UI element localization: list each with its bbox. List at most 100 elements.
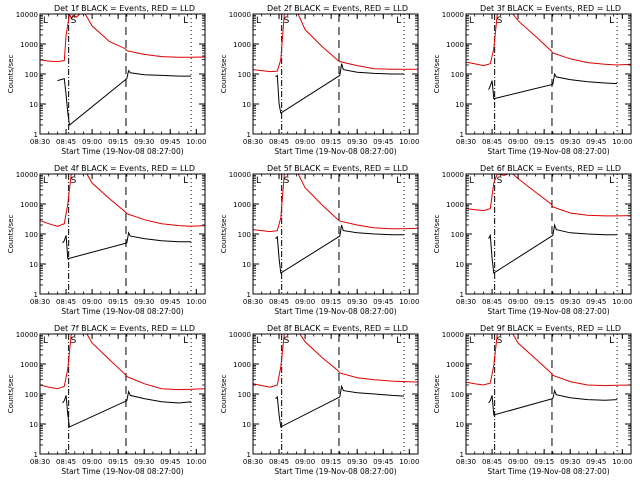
x-tick-label: 08:45 <box>482 458 502 466</box>
plot-frame <box>465 13 632 135</box>
x-tick-label: 08:30 <box>243 138 263 146</box>
x-tick-label: 10:00 <box>186 458 206 466</box>
marker-source-label: S <box>497 176 503 186</box>
x-tick-label: 08:45 <box>269 458 289 466</box>
marker-right-label: L <box>609 176 614 186</box>
y-tick-label: 10000 <box>229 171 251 179</box>
panel-det-1: 1 10 100 1000 10000 08:30 08:45 09:00 09:15 09:30… <box>7 4 206 156</box>
x-tick-label: 09:30 <box>347 138 367 146</box>
lld-series <box>466 334 631 387</box>
y-tick-label: 1000 <box>446 41 464 49</box>
marker-right-label: L <box>609 336 614 346</box>
y-axis-label: Counts/sec <box>7 375 15 414</box>
events-series <box>57 69 192 126</box>
y-tick-label: 100 <box>451 231 464 239</box>
y-tick-label: 100 <box>25 231 38 239</box>
x-tick-label: 09:30 <box>347 458 367 466</box>
y-axis-label: Counts/sec <box>220 215 228 254</box>
x-tick-label: 10:00 <box>186 138 206 146</box>
x-tick-label: 08:45 <box>56 298 76 306</box>
panel-det-8: 1 10 100 1000 10000 08:30 08:45 09:00 09:15 09:30… <box>220 324 419 476</box>
x-tick-label: 08:30 <box>30 298 50 306</box>
x-tick-label: 08:45 <box>269 138 289 146</box>
y-tick-label: 100 <box>238 71 251 79</box>
panel-title: Det 7f BLACK = Events, RED = LLD <box>54 324 195 333</box>
marker-right-label: L <box>609 16 614 26</box>
marker-source-label: S <box>71 176 77 186</box>
x-tick-label: 09:00 <box>295 298 315 306</box>
y-tick-label: 100 <box>238 231 251 239</box>
x-tick-label: 10:00 <box>612 458 632 466</box>
plot-frame <box>252 173 419 295</box>
y-tick-label: 10 <box>29 421 38 429</box>
y-tick-label: 10000 <box>16 331 38 339</box>
events-series <box>275 384 405 428</box>
x-tick-label: 09:45 <box>373 458 393 466</box>
y-axis-label: Counts/sec <box>220 375 228 414</box>
x-axis-label: Start Time (19-Nov-08 08:27:00) <box>274 307 396 316</box>
x-tick-label: 09:45 <box>160 138 180 146</box>
x-tick-label: 08:30 <box>456 138 476 146</box>
y-tick-label: 1 <box>460 291 464 299</box>
events-series <box>62 231 192 260</box>
marker-source-label: S <box>71 336 77 346</box>
x-tick-label: 10:00 <box>186 298 206 306</box>
y-tick-label: 1 <box>460 131 464 139</box>
x-tick-label: 09:30 <box>134 458 154 466</box>
y-tick-label: 10 <box>242 421 251 429</box>
panel-det-4: 1 10 100 1000 10000 08:30 08:45 09:00 09:15 09:30… <box>7 164 206 316</box>
marker-right-label: L <box>396 336 401 346</box>
y-tick-label: 10 <box>455 101 464 109</box>
y-tick-label: 1 <box>247 451 251 459</box>
lld-series <box>40 14 205 63</box>
y-tick-label: 100 <box>451 71 464 79</box>
y-tick-label: 10000 <box>442 11 464 19</box>
lld-series <box>466 14 631 67</box>
y-tick-label: 10 <box>455 421 464 429</box>
marker-left-label: L <box>469 16 474 26</box>
x-tick-label: 08:30 <box>456 298 476 306</box>
y-axis-label: Counts/sec <box>7 215 15 254</box>
x-tick-label: 09:00 <box>508 138 528 146</box>
y-axis-label: Counts/sec <box>433 55 441 94</box>
x-tick-label: 09:30 <box>134 298 154 306</box>
events-series <box>488 388 618 416</box>
y-tick-label: 1000 <box>233 41 251 49</box>
panel-det-3: 1 10 100 1000 10000 08:30 08:45 09:00 09:15 09:30… <box>433 4 632 156</box>
y-tick-label: 1000 <box>20 361 38 369</box>
marker-source-label: S <box>497 16 503 26</box>
lld-series <box>253 14 418 73</box>
x-tick-label: 09:00 <box>295 138 315 146</box>
y-tick-label: 1 <box>247 291 251 299</box>
y-tick-label: 10 <box>242 261 251 269</box>
x-tick-label: 09:15 <box>534 138 554 146</box>
x-tick-label: 09:30 <box>560 138 580 146</box>
x-tick-label: 08:30 <box>30 138 50 146</box>
lld-series <box>40 174 205 227</box>
panel-title: Det 1f BLACK = Events, RED = LLD <box>54 4 195 13</box>
x-tick-label: 08:30 <box>243 298 263 306</box>
x-tick-label: 10:00 <box>399 138 419 146</box>
marker-right-label: L <box>183 336 188 346</box>
x-tick-label: 09:15 <box>108 138 128 146</box>
y-tick-label: 1 <box>247 131 251 139</box>
marker-left-label: L <box>43 16 48 26</box>
y-axis-label: Counts/sec <box>433 215 441 254</box>
panel-title: Det 8f BLACK = Events, RED = LLD <box>267 324 408 333</box>
marker-left-label: L <box>256 176 261 186</box>
plot-frame <box>39 13 206 135</box>
panel-title: Det 4f BLACK = Events, RED = LLD <box>54 164 195 173</box>
marker-source-label: S <box>71 16 77 26</box>
y-tick-label: 100 <box>238 391 251 399</box>
x-tick-label: 09:30 <box>347 298 367 306</box>
x-tick-label: 10:00 <box>399 458 419 466</box>
y-tick-label: 10 <box>242 101 251 109</box>
x-tick-label: 09:15 <box>534 458 554 466</box>
y-axis-label: Counts/sec <box>220 55 228 94</box>
x-tick-label: 09:15 <box>108 458 128 466</box>
x-axis-label: Start Time (19-Nov-08 08:27:00) <box>487 467 609 476</box>
x-axis-label: Start Time (19-Nov-08 08:27:00) <box>61 467 183 476</box>
y-tick-label: 1 <box>34 291 38 299</box>
x-tick-label: 09:00 <box>508 298 528 306</box>
